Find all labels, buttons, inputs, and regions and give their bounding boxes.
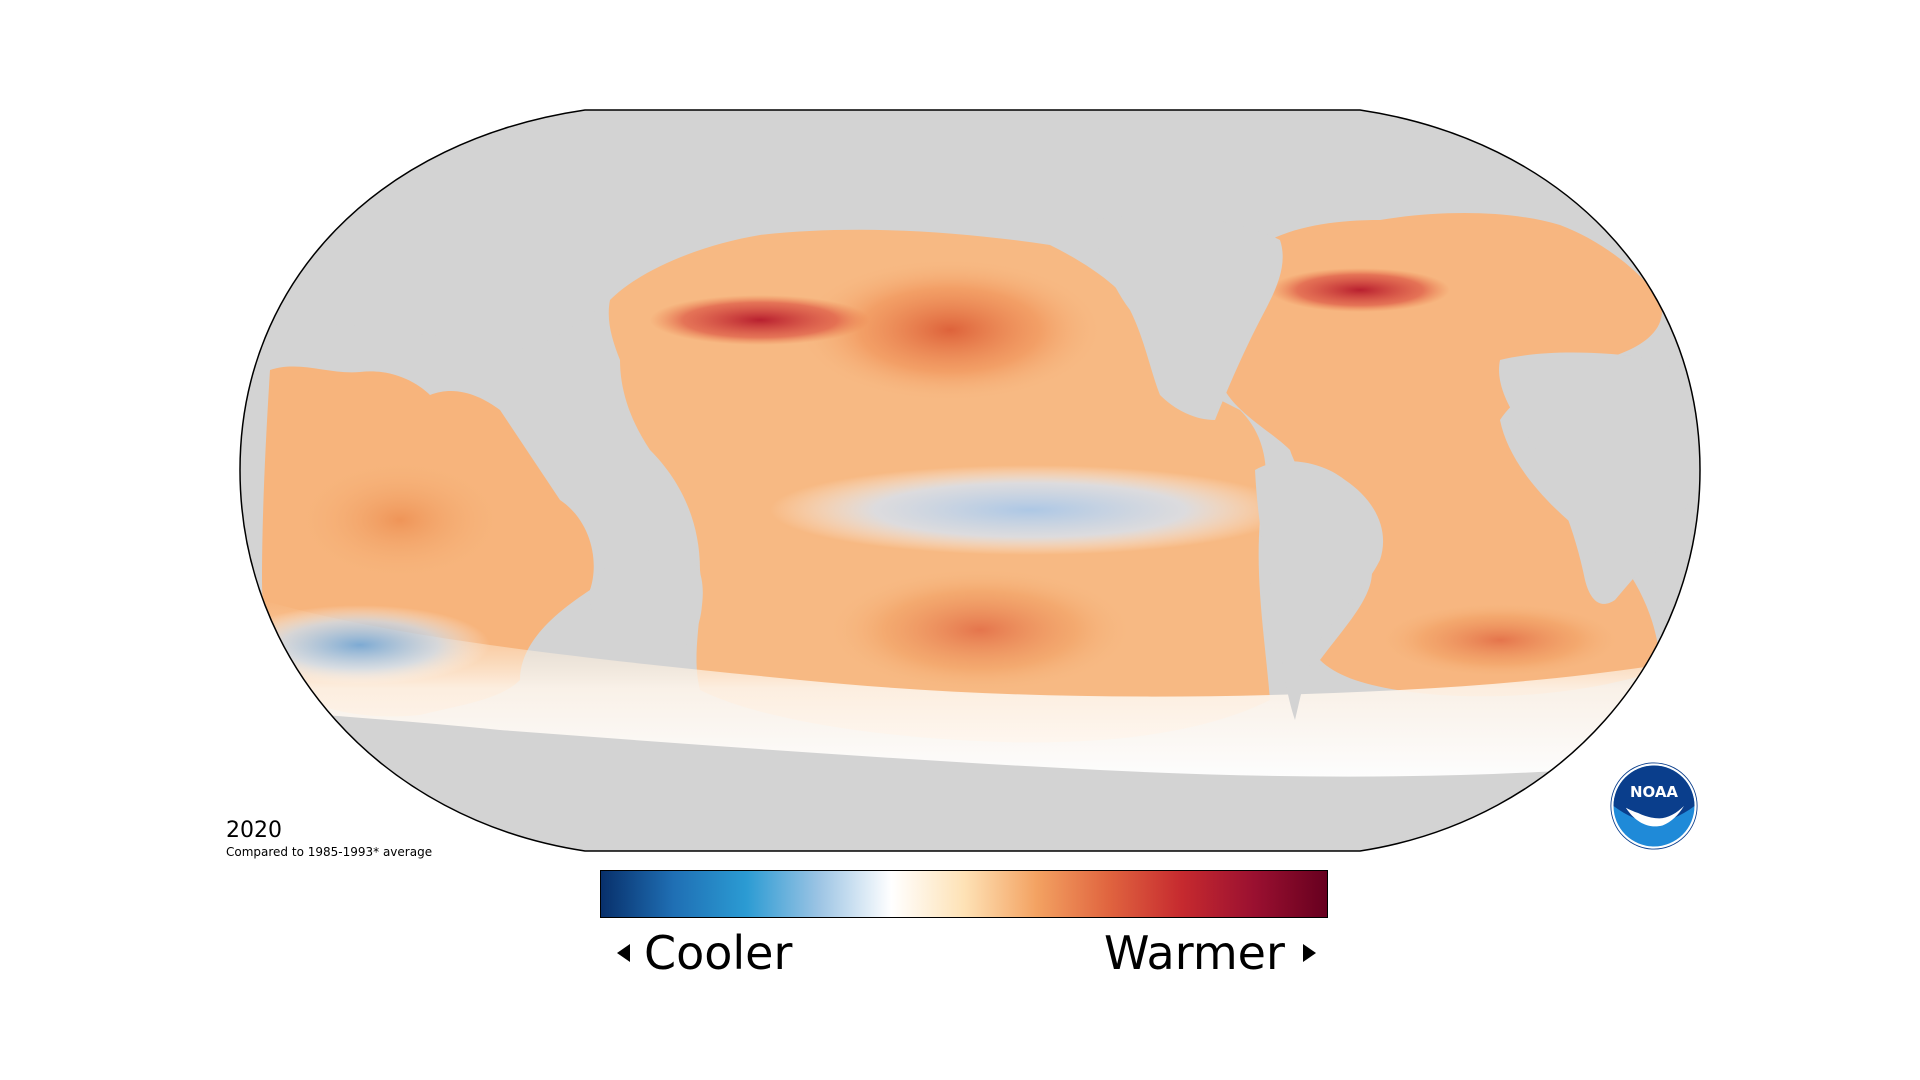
cooler-label: Cooler xyxy=(644,926,793,980)
land-south-america xyxy=(1255,461,1384,720)
ocean-southern xyxy=(262,600,1700,777)
arrow-left-icon xyxy=(617,944,630,962)
land-africa xyxy=(1499,352,1690,604)
land-north-america xyxy=(1090,215,1283,420)
noaa-logo: NOAA xyxy=(1610,762,1698,850)
warmer-label: Warmer xyxy=(1104,926,1285,980)
warm-anomaly-kuroshio xyxy=(650,295,870,345)
warm-anomaly-south-pacific xyxy=(820,565,1140,695)
year-label: 2020 xyxy=(226,818,282,843)
arrow-right-icon xyxy=(1302,944,1316,962)
warm-anomaly-north-pacific xyxy=(800,260,1100,400)
comparison-note: Compared to 1985-1993* average xyxy=(226,845,433,859)
warm-anomaly-gulf-stream xyxy=(1270,268,1450,312)
legend-warmer: Warmer xyxy=(1104,926,1316,980)
noaa-logo-upper xyxy=(1613,765,1695,822)
noaa-logo-text: NOAA xyxy=(1630,783,1678,801)
warm-anomaly-south-atlantic xyxy=(1370,600,1630,680)
globe-outline xyxy=(239,109,1701,852)
color-scale-bar xyxy=(600,870,1328,918)
ocean-atlantic xyxy=(1220,213,1662,697)
land-eurasia xyxy=(240,110,620,350)
cool-anomaly-equatorial-pacific xyxy=(770,465,1290,555)
noaa-logo-bird xyxy=(1625,806,1684,827)
land-australia xyxy=(589,549,703,657)
warm-anomaly-indian xyxy=(280,450,520,590)
cool-anomaly-southern-indian xyxy=(240,605,490,685)
legend-cooler: Cooler xyxy=(617,926,792,980)
